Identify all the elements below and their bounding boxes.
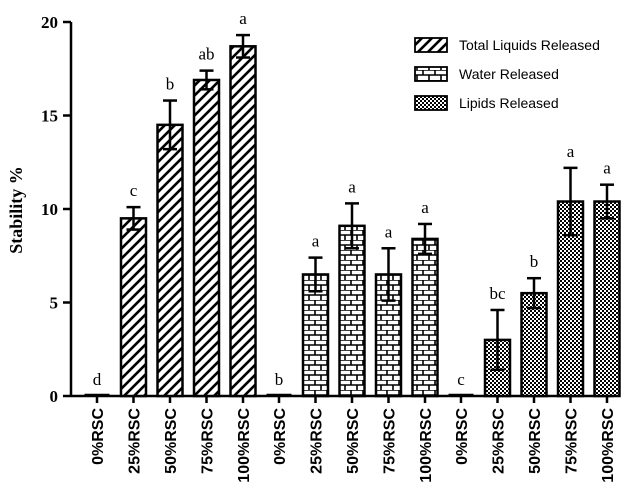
bar (338, 224, 366, 398)
significance-letter: c (130, 181, 138, 200)
category-label: 75%RSC (564, 408, 581, 474)
bar (229, 45, 257, 398)
bar (520, 291, 548, 398)
legend: Total Liquids Released Water Released Lipi… (414, 37, 600, 111)
bar (192, 78, 221, 398)
y-tick-label: 20 (41, 13, 58, 32)
category-label: 100%RSC (600, 408, 617, 483)
significance-letter: a (385, 222, 393, 241)
category-label: 50%RSC (163, 408, 180, 474)
significance-letter: a (421, 198, 429, 217)
y-axis: 0 5 10 15 20 (41, 13, 73, 406)
bar (301, 273, 330, 398)
category-label: 100%RSC (236, 408, 253, 483)
legend-swatch (414, 66, 448, 82)
legend-label: Water Released (459, 66, 559, 82)
y-tick-label: 15 (41, 107, 58, 126)
legend-label: Lipids Released (459, 95, 559, 111)
significance-letter: a (312, 232, 320, 251)
category-label: 25%RSC (309, 408, 326, 474)
category-label: 75%RSC (382, 408, 399, 474)
category-label: 0%RSC (272, 408, 289, 465)
bar (156, 123, 184, 398)
y-tick-label: 0 (50, 387, 59, 406)
significance-letter: ab (198, 45, 214, 64)
significance-letter: d (93, 370, 102, 389)
significance-letter: a (239, 9, 247, 28)
significance-letter: a (603, 159, 611, 178)
category-label: 25%RSC (127, 408, 144, 474)
significance-letter: b (530, 252, 539, 271)
legend-label: Total Liquids Released (459, 37, 600, 53)
category-label: 50%RSC (345, 408, 362, 474)
category-label: 0%RSC (90, 408, 107, 465)
category-label: 0%RSC (454, 408, 471, 465)
bars (84, 45, 621, 398)
significance-letter: b (275, 370, 284, 389)
bar (119, 217, 148, 398)
y-tick-label: 10 (41, 200, 58, 219)
significance-letter: c (457, 370, 465, 389)
category-label: 25%RSC (491, 408, 508, 474)
category-label: 75%RSC (200, 408, 217, 474)
significance-letter: a (348, 177, 356, 196)
significance-letter: b (166, 75, 175, 94)
significance-letter: bc (489, 284, 506, 303)
category-labels: 0%RSC 25%RSC 50%RSC 75%RSC 100%RSC 0%RSC 25%RS… (90, 408, 617, 483)
y-tick-label: 5 (50, 294, 59, 313)
error-bars (126, 33, 614, 372)
y-axis-label: Stability % (6, 166, 26, 254)
legend-swatch (414, 95, 448, 111)
bar (411, 237, 439, 398)
bar (593, 200, 621, 398)
category-label: 50%RSC (527, 408, 544, 474)
significance-letter: a (567, 142, 575, 161)
legend-swatch (414, 37, 448, 53)
category-label: 100%RSC (418, 408, 435, 483)
